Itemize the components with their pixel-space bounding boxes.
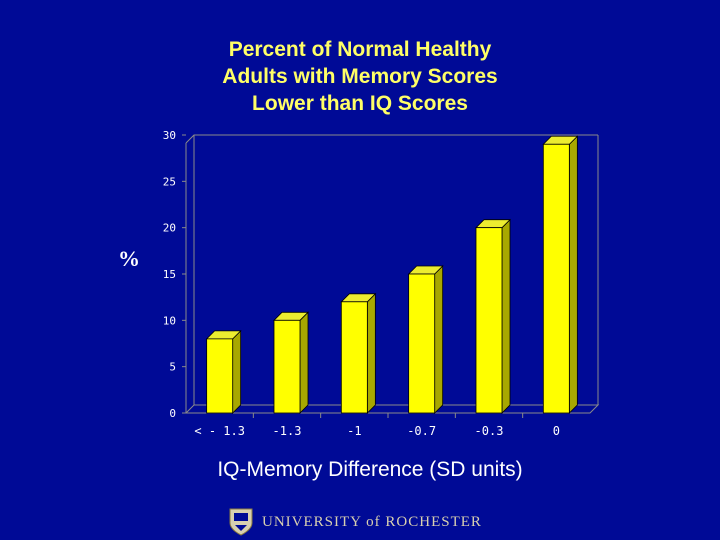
plot-back-top-edge [185, 134, 598, 144]
footer-logo: UNIVERSITY of ROCHESTER [228, 505, 482, 539]
x-tick-label: < - 1.3 [194, 424, 245, 438]
y-tick-label: 30 [163, 129, 176, 142]
bar-4 [408, 273, 436, 414]
chart-title: Percent of Normal Healthy Adults with Me… [222, 38, 498, 115]
x-tick-label: -1.3 [273, 424, 302, 438]
y-tick-label: 15 [163, 268, 176, 281]
x-tick-label: 0 [553, 424, 560, 438]
y-tick-label: 0 [169, 407, 176, 420]
bar-side-2 [299, 311, 309, 414]
bar-side-4 [434, 265, 444, 414]
y-tick-label: 5 [169, 361, 176, 374]
university-name: UNIVERSITY of ROCHESTER [262, 513, 482, 530]
bar-side-3 [366, 292, 376, 414]
bar-5 [475, 227, 503, 414]
bar-2 [273, 319, 301, 414]
y-tick-label: 10 [163, 314, 176, 327]
x-tick-label: -1 [347, 424, 361, 438]
x-axis-label: IQ-Memory Difference (SD units) [217, 458, 523, 481]
y-axis-label: % [118, 246, 140, 271]
y-tick-label: 25 [163, 175, 176, 188]
x-tick-label: -0.7 [407, 424, 436, 438]
y-tick-label: 20 [163, 222, 176, 235]
bar-1 [206, 338, 234, 414]
bar-side-6 [568, 135, 578, 414]
bar-3 [340, 301, 368, 414]
bar-side-5 [501, 218, 511, 414]
x-tick-label: -0.3 [475, 424, 504, 438]
plot-floor [184, 404, 600, 414]
bar-6 [542, 143, 570, 414]
bar-side-1 [232, 329, 242, 414]
university-seal-icon [229, 508, 253, 536]
